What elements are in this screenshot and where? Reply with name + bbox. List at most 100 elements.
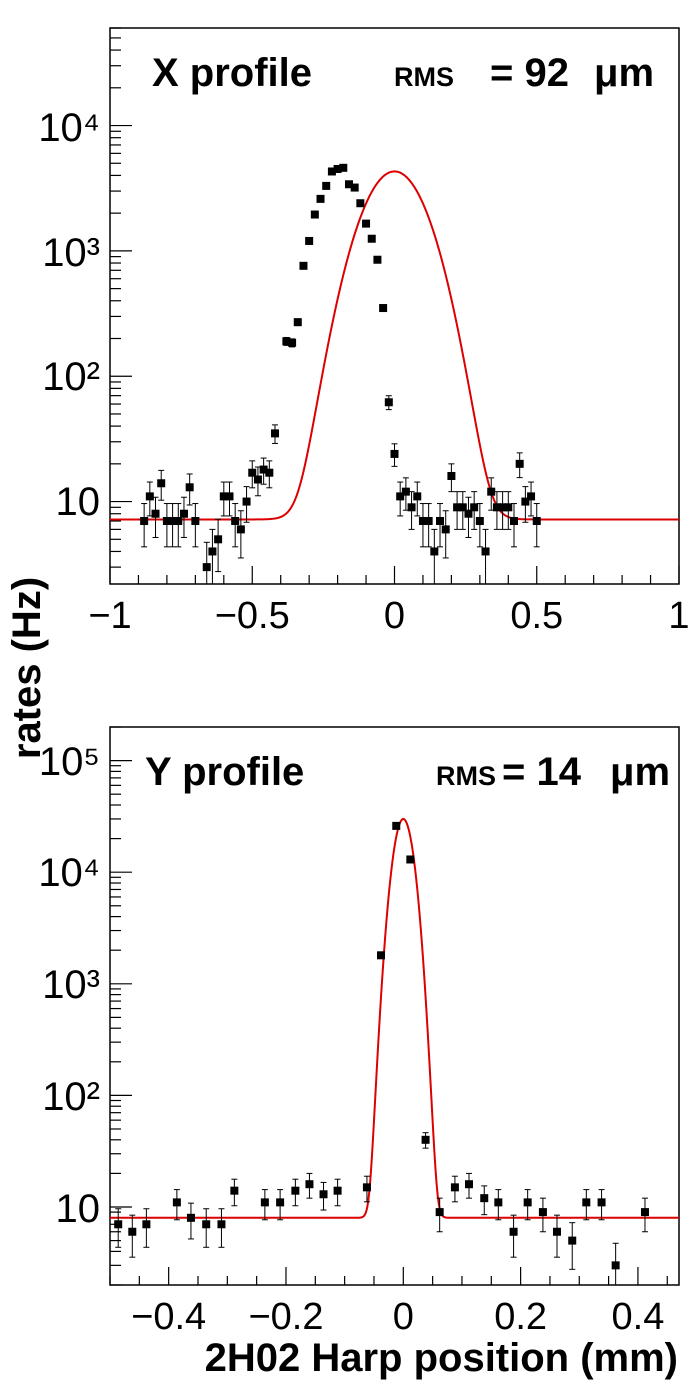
y-profile-data-point-0 — [114, 1208, 123, 1248]
x-profile-data-point-21 — [265, 460, 274, 489]
x-profile-data-point-13 — [219, 481, 228, 517]
y-profile-rms-value: = 14 — [502, 750, 582, 794]
y-profile-frame — [109, 726, 680, 1286]
y-profile-data-point-9 — [276, 1189, 285, 1221]
y-profile-ytick-label-5: 10⁵ — [39, 740, 100, 784]
x-profile-xtick-label-2: 0 — [384, 595, 405, 637]
y-profile-x-ticks — [109, 1267, 668, 1285]
x-profile-data-point-48 — [424, 503, 433, 548]
x-profile-panel: −1 −0.5 0 0.5 1 10 10² 10³ 10⁴ X profile RMS… — [38, 27, 690, 637]
x-profile-ytick-label-3: 10³ — [42, 231, 100, 275]
y-profile-data-point-19 — [435, 1197, 444, 1233]
y-profile-rms-annotation: RMS = 14 μm — [436, 750, 670, 794]
y-profile-panel: −0.4 −0.2 0 0.2 0.4 10 10² 10³ 10⁴ 10⁵ Y pro… — [38, 726, 680, 1338]
y-profile-xtick-label-4: 0.4 — [612, 1296, 665, 1338]
x-profile-data-point-18 — [248, 460, 257, 489]
y-profile-data-point-31 — [611, 1242, 620, 1285]
x-profile-data-point-41 — [384, 395, 393, 411]
x-profile-data-point-61 — [498, 491, 507, 530]
x-profile-data-point-24 — [288, 338, 297, 348]
x-profile-data-point-2 — [151, 496, 160, 538]
y-profile-data-point-16 — [392, 821, 401, 830]
y-profile-data-point-13 — [333, 1178, 342, 1207]
x-profile-data-point-54 — [458, 491, 467, 530]
x-profile-data-point-10 — [202, 541, 211, 584]
y-profile-data-point-2 — [142, 1208, 151, 1248]
x-profile-data-point-64 — [515, 452, 524, 479]
x-profile-data-point-22 — [271, 424, 280, 444]
x-profile-data-point-11 — [208, 528, 217, 584]
x-profile-data-point-43 — [396, 481, 405, 517]
x-profile-data-point-27 — [305, 236, 314, 245]
y-profile-data-point-20 — [450, 1175, 459, 1203]
y-profile-data-point-27 — [552, 1214, 561, 1258]
x-profile-y-tick-labels: 10 10² 10³ 10⁴ — [38, 106, 100, 524]
x-profile-data-point-55 — [464, 496, 473, 538]
x-profile-frame — [109, 27, 680, 585]
x-profile-x-tick-labels: −1 −0.5 0 0.5 1 — [88, 595, 689, 637]
y-profile-data-point-14 — [362, 1175, 371, 1203]
x-profile-data-point-15 — [231, 503, 240, 548]
y-axis-label: rates (Hz) — [5, 577, 49, 759]
y-profile-x-tick-labels: −0.4 −0.2 0 0.2 0.4 — [131, 1296, 664, 1338]
y-profile-data-point-21 — [464, 1172, 473, 1199]
x-profile-data-point-62 — [504, 491, 513, 530]
x-profile-data-point-53 — [453, 491, 462, 530]
x-profile-data-point-16 — [236, 510, 245, 559]
x-profile-data-point-20 — [259, 457, 268, 485]
x-profile-data-point-46 — [413, 481, 422, 517]
y-profile-data-point-17 — [406, 855, 415, 864]
x-profile-data-point-35 — [350, 183, 359, 192]
x-profile-data-point-7 — [179, 496, 188, 538]
y-profile-data-point-4 — [186, 1202, 195, 1240]
x-profile-data-point-47 — [418, 503, 427, 548]
y-profile-xtick-label-2: 0 — [393, 1296, 414, 1338]
x-profile-x-ticks — [109, 566, 680, 584]
x-profile-data-point-0 — [140, 503, 149, 548]
x-profile-data-point-5 — [168, 503, 177, 548]
x-profile-data-point-38 — [367, 234, 376, 243]
y-profile-data-point-3 — [172, 1189, 181, 1221]
y-profile-data-point-25 — [523, 1189, 532, 1221]
x-profile-data-point-28 — [310, 210, 319, 219]
x-profile-data-point-63 — [509, 503, 518, 548]
x-axis-label: 2H02 Harp position (mm) — [205, 1336, 678, 1380]
x-profile-data-point-51 — [441, 510, 450, 559]
x-profile-data-point-49 — [430, 528, 439, 584]
y-profile-data-point-10 — [291, 1178, 300, 1207]
y-profile-data-point-15 — [377, 951, 386, 960]
x-profile-data-point-4 — [162, 503, 171, 548]
y-profile-data-point-29 — [582, 1189, 591, 1221]
y-profile-y-ticks — [110, 726, 132, 1286]
y-profile-fit-curve — [110, 817, 679, 1219]
x-profile-data-point-57 — [475, 503, 484, 548]
x-profile-title: X profile — [152, 51, 312, 95]
x-profile-rms-annotation: RMS = 92 μm — [394, 51, 654, 95]
y-profile-data-point-7 — [230, 1178, 239, 1207]
y-profile-rms-label: RMS — [436, 761, 496, 791]
x-profile-data-point-26 — [299, 261, 308, 270]
y-profile-data-point-12 — [319, 1181, 328, 1211]
y-profile-rms-unit: μm — [610, 750, 670, 794]
x-profile-data-point-9 — [191, 503, 200, 548]
x-profile-ytick-label-4: 10⁴ — [38, 106, 100, 150]
y-profile-data-point-30 — [597, 1189, 606, 1221]
x-profile-data-point-56 — [470, 491, 479, 530]
x-profile-data-point-12 — [214, 518, 223, 573]
x-profile-xtick-label-0: −1 — [88, 595, 131, 637]
x-profile-rms-unit: μm — [594, 51, 654, 95]
x-profile-data-points — [140, 163, 541, 584]
y-profile-y-tick-labels: 10 10² 10³ 10⁴ 10⁵ — [38, 740, 100, 1231]
x-profile-xtick-label-4: 1 — [668, 595, 689, 637]
x-profile-data-point-58 — [481, 528, 490, 584]
x-profile-data-point-14 — [225, 481, 234, 517]
x-profile-data-point-50 — [436, 503, 445, 548]
y-profile-data-point-23 — [494, 1189, 503, 1221]
y-profile-data-point-1 — [128, 1214, 137, 1258]
x-profile-rms-label: RMS — [394, 62, 454, 92]
x-profile-data-point-42 — [390, 443, 399, 467]
x-profile-data-point-33 — [339, 163, 348, 172]
x-profile-data-point-8 — [185, 473, 194, 506]
x-profile-data-point-30 — [322, 181, 331, 190]
